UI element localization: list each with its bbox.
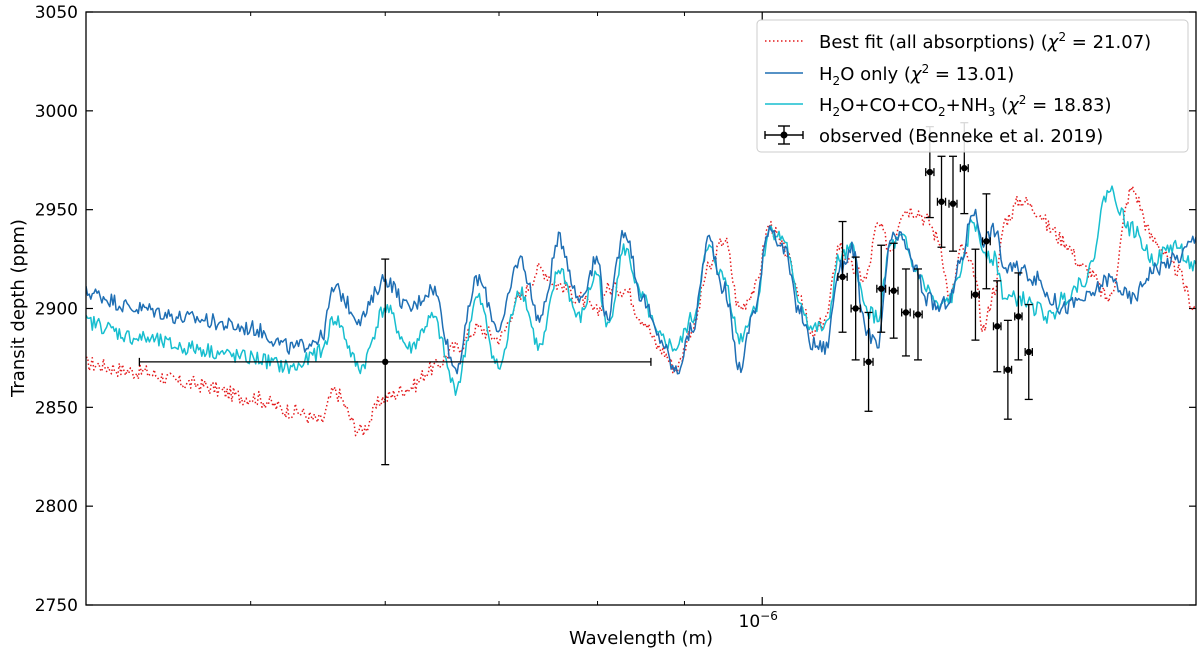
plot-frame bbox=[85, 11, 1197, 606]
observed-marker bbox=[972, 291, 979, 298]
observed-marker bbox=[994, 323, 1001, 330]
legend-box bbox=[756, 19, 1189, 153]
observed-marker bbox=[961, 164, 968, 172]
observed-marker bbox=[1004, 366, 1012, 373]
legend-label-h2o-only: H2O only (χ2 = 13.01) bbox=[819, 62, 1014, 88]
observed-point bbox=[913, 268, 923, 361]
observed-marker bbox=[865, 358, 872, 366]
observed-marker bbox=[926, 168, 934, 176]
y-tick-label: 2900 bbox=[35, 300, 78, 320]
legend-swatch-observed bbox=[764, 125, 804, 145]
x-axis-label: Wavelength (m) bbox=[569, 628, 713, 649]
chi2-h2o-co-co2-nh3: 18.83 bbox=[1053, 95, 1105, 116]
series-line-h2o-co-co2-nh3 bbox=[86, 185, 1196, 396]
x-tick-label: 10−6 bbox=[739, 609, 778, 632]
observed-point bbox=[1003, 319, 1013, 420]
legend: Best fit (all absorptions) (χ2 = 21.07) … bbox=[756, 19, 1189, 153]
observed-marker bbox=[949, 200, 957, 207]
observed-point bbox=[948, 155, 958, 252]
observed-point bbox=[981, 193, 991, 290]
series-group bbox=[86, 185, 1196, 437]
observed-marker bbox=[902, 309, 910, 316]
y-tick-label: 2800 bbox=[35, 497, 78, 517]
y-tick-label: 3000 bbox=[35, 102, 78, 122]
observed-point bbox=[992, 280, 1002, 373]
series-line-h2o-only bbox=[86, 208, 1196, 375]
y-tick-label: 2850 bbox=[35, 398, 78, 418]
chi2-best-fit: 21.07 bbox=[1093, 32, 1145, 53]
y-tick-label: 2950 bbox=[35, 201, 78, 221]
observed-point bbox=[1014, 272, 1023, 361]
observed-marker bbox=[938, 198, 945, 205]
observed-point bbox=[970, 248, 980, 341]
observed-marker bbox=[890, 287, 897, 294]
observed-point bbox=[850, 256, 861, 361]
observed-marker bbox=[382, 358, 389, 366]
observed-point bbox=[936, 155, 947, 248]
observed-marker bbox=[1025, 348, 1032, 356]
observed-point bbox=[138, 258, 652, 466]
observed-point bbox=[888, 242, 899, 339]
observed-point bbox=[863, 311, 874, 412]
chi2-h2o-only: 13.01 bbox=[956, 64, 1008, 85]
observed-marker bbox=[1015, 313, 1022, 320]
legend-label-observed: observed (Benneke et al. 2019) bbox=[819, 126, 1103, 147]
observed-point bbox=[1024, 303, 1033, 401]
observed-point bbox=[876, 244, 887, 333]
observed-marker bbox=[914, 311, 922, 318]
series-line-best-fit-all-absorptions- bbox=[86, 185, 1196, 437]
y-tick-label: 3050 bbox=[35, 3, 78, 23]
legend-label-best-fit: Best fit (all absorptions) (χ2 = 21.07) bbox=[819, 30, 1151, 53]
observed-marker bbox=[878, 285, 885, 292]
legend-label-h2o-co-co2-nh3: H2O+CO+CO2+NH3 (χ2 = 18.83) bbox=[819, 93, 1112, 119]
observed-point bbox=[837, 220, 848, 333]
observed-marker bbox=[983, 238, 990, 245]
axis-ticks: 2750 2800 2850 2900 2950 3000 3050 10−6 bbox=[35, 3, 1196, 632]
observed-point bbox=[901, 268, 911, 357]
y-axis-label: Transit depth (ppm) bbox=[8, 219, 29, 398]
observed-marker bbox=[839, 273, 846, 281]
y-tick-label: 2750 bbox=[35, 596, 78, 616]
observed-marker bbox=[852, 305, 859, 312]
